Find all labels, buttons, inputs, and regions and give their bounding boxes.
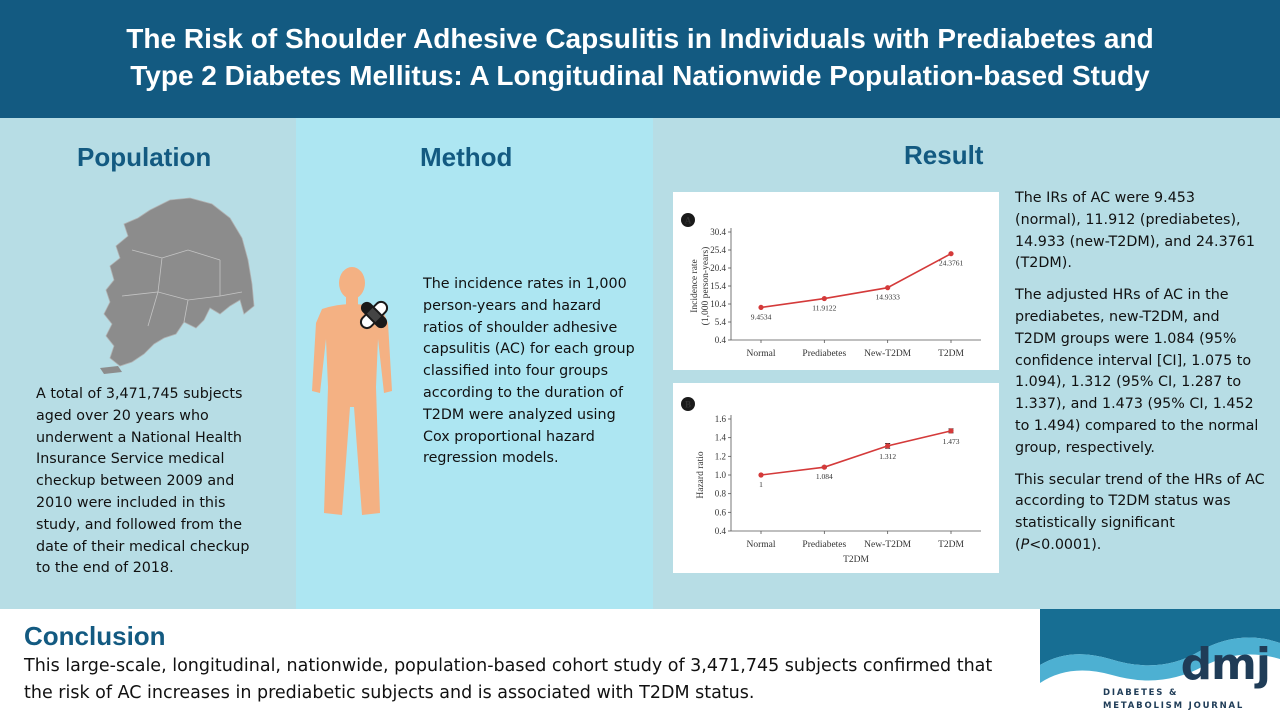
data-label: 1.473	[943, 437, 960, 446]
trend-text-main: This secular trend of the HRs of AC acco…	[1015, 471, 1265, 553]
data-label: 1.084	[816, 472, 833, 481]
population-text: A total of 3,471,745 subjects aged over …	[36, 386, 250, 577]
method-text: The incidence rates in 1,000 person-year…	[423, 276, 635, 467]
result-text: The IRs of AC were 9.453 (normal), 11.91…	[1015, 188, 1265, 557]
person-shoulder-icon	[312, 267, 392, 515]
method-panel: Method The incidence rates in 1,000 pers…	[296, 118, 653, 609]
incidence-chart-card: A 0.4 5.4 10.4 15.4 20.4 25.4 30.4 Normal Prediab…	[673, 192, 999, 370]
data-point	[948, 428, 954, 434]
y-tick-label: 0.8	[715, 489, 727, 499]
conclusion-text: This large-scale, longitudinal, nationwi…	[24, 656, 993, 703]
data-label: 14.9333	[875, 293, 900, 302]
data-label: 9.4534	[751, 312, 772, 321]
journal-mark: dmj	[1180, 639, 1271, 690]
result-ir-text: The IRs of AC were 9.453 (normal), 11.91…	[1015, 190, 1255, 272]
y-tick-label: 1.2	[715, 451, 726, 461]
series-line	[760, 252, 952, 309]
y-tick-label: 0.4	[715, 526, 727, 536]
data-point	[821, 464, 827, 470]
x-axis-label: T2DM	[843, 555, 869, 565]
y-tick-label: 1.0	[715, 470, 727, 480]
journal-name: DIABETES & METABOLISM JOURNAL	[1103, 688, 1245, 711]
p-value-text: <0.0001).	[1029, 536, 1102, 553]
panel-badge-A	[681, 213, 695, 227]
data-label: 1.312	[879, 452, 896, 461]
page-title: The Risk of Shoulder Adhesive Capsulitis…	[126, 23, 1154, 91]
hazard-ratio-chart-card: B 0.4 0.6 0.8 1.0 1.2 1.4 1.6 Normal Prediabetes N…	[673, 383, 999, 573]
y-tick-label: 1.6	[715, 414, 727, 424]
data-point	[948, 251, 954, 257]
y-tick-label: 25.4	[710, 245, 726, 255]
result-trend-text: This secular trend of the HRs of AC acco…	[1015, 470, 1265, 557]
x-tick-label: Normal	[746, 349, 775, 359]
p-value-symbol: P	[1020, 536, 1030, 553]
data-point	[885, 443, 891, 449]
data-label: 24.3761	[939, 259, 964, 268]
journal-wave-graphic	[1040, 609, 1280, 683]
population-panel: Population A total of 3,471,745 subjects…	[0, 118, 296, 609]
conclusion-title: Conclusion	[24, 621, 166, 651]
panel-badge-B	[681, 397, 695, 411]
y-tick-label: 30.4	[710, 227, 726, 237]
data-point	[885, 285, 891, 291]
x-tick-label: New-T2DM	[864, 540, 912, 550]
x-tick-label: T2DM	[938, 540, 964, 550]
data-point	[758, 304, 764, 311]
header-banner: The Risk of Shoulder Adhesive Capsulitis…	[0, 0, 1280, 118]
method-title: Method	[420, 142, 513, 172]
journal-logo: dmj DIABETES & METABOLISM JOURNAL	[1040, 609, 1280, 720]
x-tick-label: T2DM	[938, 349, 964, 359]
y-tick-label: 15.4	[710, 281, 726, 291]
y-axis-label: Incidence rate(1,000 person-years)	[690, 247, 711, 326]
data-label: 1	[759, 480, 763, 489]
y-tick-label: 0.4	[715, 335, 727, 345]
data-label: 11.9122	[812, 304, 836, 313]
y-tick-label: 10.4	[710, 299, 726, 309]
population-title: Population	[77, 142, 212, 172]
incidence-rate-chart: A 0.4 5.4 10.4 15.4 20.4 25.4 30.4 Normal Prediab…	[681, 213, 981, 359]
y-tick-label: 5.4	[715, 317, 727, 327]
x-tick-label: Prediabetes	[802, 349, 846, 359]
series-line	[760, 430, 952, 476]
y-axis-label: Hazard ratio	[696, 451, 706, 498]
panel-label-A: A	[685, 216, 692, 226]
y-tick-label: 20.4	[710, 263, 726, 273]
x-tick-label: Normal	[746, 540, 775, 550]
x-tick-label: New-T2DM	[864, 349, 912, 359]
x-tick-label: Prediabetes	[802, 540, 846, 550]
korea-map-icon	[100, 197, 255, 374]
hazard-ratio-chart: B 0.4 0.6 0.8 1.0 1.2 1.4 1.6 Normal Prediabetes N…	[681, 397, 981, 565]
y-axis-label-line: (1,000 person-years)	[700, 247, 711, 326]
y-axis-label-line: Incidence rate	[690, 259, 700, 313]
result-hr-text: The adjusted HRs of AC in the prediabete…	[1015, 287, 1259, 456]
data-point	[758, 472, 764, 478]
result-panel: Result A 0.4 5.4 10.4 15.4 20.4 25.4 30.4 Normal…	[653, 118, 1280, 609]
data-point	[821, 295, 827, 302]
y-tick-label: 1.4	[715, 433, 727, 443]
result-title: Result	[904, 140, 984, 170]
panel-label-B: B	[685, 400, 691, 410]
y-tick-label: 0.6	[715, 507, 727, 517]
y-axis-label-line: Hazard ratio	[696, 451, 706, 498]
